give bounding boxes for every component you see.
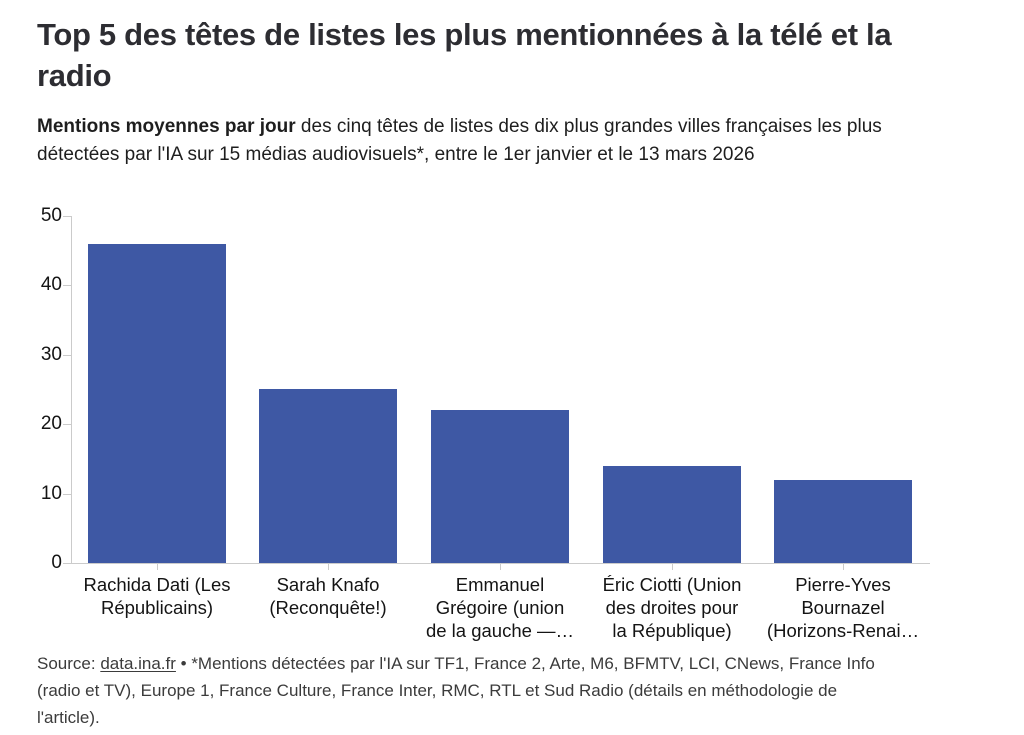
x-axis-tick	[157, 564, 158, 570]
y-axis-tick	[63, 285, 71, 286]
x-axis-tick	[672, 564, 673, 570]
source-link[interactable]: data.ina.fr	[100, 654, 176, 673]
bar	[774, 480, 912, 563]
y-axis-tick-label: 20	[40, 413, 62, 434]
y-axis-tick	[63, 355, 71, 356]
source-details: • *Mentions détectées par l'IA sur TF1, …	[37, 654, 875, 727]
y-axis-tick-label: 10	[40, 483, 62, 504]
x-axis-tick	[843, 564, 844, 570]
x-axis-tick	[328, 564, 329, 570]
source-label: Source:	[37, 654, 101, 673]
x-axis-label: Éric Ciotti (Union des droites pour la Rép…	[602, 574, 742, 641]
x-axis-label: Emmanuel Grégoire (union de la gauche —…	[425, 574, 575, 641]
source-note: Source: data.ina.fr • *Mentions détectée…	[37, 650, 892, 731]
y-axis-tick-label: 30	[40, 344, 62, 365]
y-axis-tick	[63, 216, 71, 217]
x-axis-line	[71, 563, 930, 564]
chart-subtitle: Mentions moyennes par jour des cinq tête…	[37, 113, 882, 168]
x-axis-label: Rachida Dati (Les Républicains)	[83, 574, 231, 618]
x-axis-tick	[500, 564, 501, 570]
chart-subtitle-rest: des cinq têtes de listes des dix plus gr…	[37, 116, 882, 165]
bar	[259, 389, 397, 563]
y-axis-tick-label: 40	[40, 274, 62, 295]
x-axis-label: Pierre-Yves Bournazel (Horizons-Renai…	[766, 574, 920, 641]
y-axis-tick	[63, 494, 71, 495]
y-axis-tick	[63, 563, 71, 564]
y-axis-tick-label: 0	[51, 552, 62, 573]
bar	[603, 466, 741, 563]
bar	[431, 410, 569, 563]
y-axis-tick	[63, 424, 71, 425]
x-axis-label: Sarah Knafo (Reconquête!)	[269, 574, 387, 618]
chart-title: Top 5 des têtes de listes les plus menti…	[37, 17, 892, 93]
chart-subtitle-lead: Mentions moyennes par jour	[37, 116, 296, 137]
bar	[88, 244, 226, 563]
y-axis-line	[71, 216, 72, 564]
y-axis-tick-label: 50	[40, 205, 62, 226]
